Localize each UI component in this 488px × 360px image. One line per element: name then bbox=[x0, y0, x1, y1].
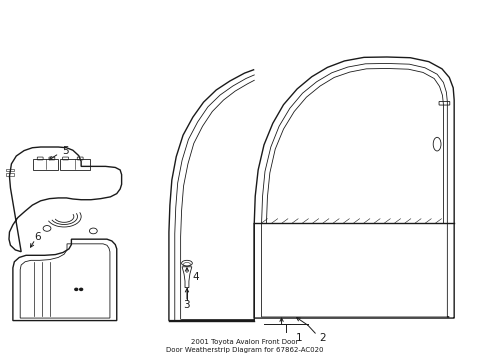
Text: 4: 4 bbox=[192, 272, 199, 282]
Text: 5: 5 bbox=[62, 146, 69, 156]
Circle shape bbox=[80, 288, 82, 291]
Circle shape bbox=[75, 288, 78, 291]
Text: 3: 3 bbox=[183, 300, 190, 310]
Text: 6: 6 bbox=[34, 232, 41, 242]
Text: 1: 1 bbox=[295, 333, 302, 343]
Text: 2001 Toyota Avalon Front Door
Door Weatherstrip Diagram for 67862-AC020: 2001 Toyota Avalon Front Door Door Weath… bbox=[165, 339, 323, 353]
Text: 2: 2 bbox=[319, 333, 325, 343]
